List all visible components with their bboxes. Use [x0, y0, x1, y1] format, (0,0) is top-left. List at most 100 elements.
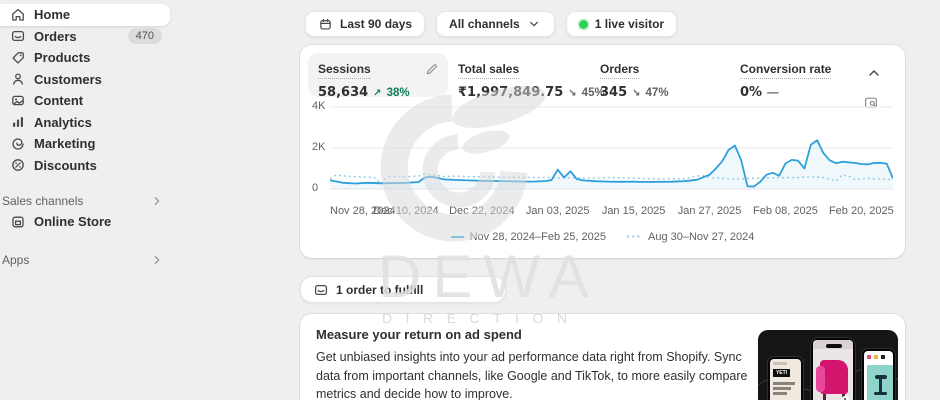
orders-to-fulfill-label: 1 order to fulfill: [336, 282, 424, 297]
analytics-icon: [10, 115, 25, 130]
metric-conversion-rate-label[interactable]: Conversion rate: [740, 62, 832, 79]
customers-icon: [10, 72, 25, 87]
sessions-line-chart[interactable]: [330, 101, 893, 197]
metric-total-sales-value: ₹1,997,849.75: [458, 85, 564, 100]
chevron-down-icon: [527, 17, 542, 32]
trend-down-icon: ↘: [568, 88, 577, 99]
metric-total-sales-label[interactable]: Total sales: [458, 62, 520, 79]
chevron-right-icon: [149, 252, 164, 267]
trend-up-icon: ↗: [373, 88, 382, 99]
ad-phone-left: YETI: [767, 356, 804, 400]
sidebar-item-label: Customers: [34, 71, 102, 87]
metric-sessions[interactable]: Sessions 58,634 ↗ 38%: [308, 53, 448, 100]
x-tick-label: Dec 10, 2024: [373, 205, 439, 217]
metric-orders-delta: 47%: [645, 87, 669, 99]
sidebar-section-apps[interactable]: Apps: [0, 250, 176, 270]
trend-down-icon: ↘: [632, 88, 641, 99]
metric-sessions-value: 58,634: [318, 85, 369, 100]
x-tick-label: Feb 08, 2025: [753, 205, 818, 217]
sidebar-section-sales-channels[interactable]: Sales channels: [0, 191, 176, 211]
metric-orders[interactable]: Orders 345 ↘ 47%: [600, 60, 669, 100]
x-tick-label: Feb 20, 2025: [828, 205, 894, 217]
orders-to-fulfill-button[interactable]: 1 order to fulfill: [300, 276, 506, 303]
sidebar-item-label: Analytics: [34, 114, 92, 130]
metric-conversion-rate[interactable]: Conversion rate 0% —: [740, 60, 832, 100]
sales-channels-label: Sales channels: [2, 194, 84, 208]
sidebar-nav: Home Orders 470 Products Customers Content Ana…: [0, 0, 176, 400]
metric-orders-value: 345: [600, 85, 628, 100]
analytics-overview-card: Sessions 58,634 ↗ 38% Total sales ₹1,997…: [300, 45, 905, 258]
sidebar-item-label: Home: [34, 7, 71, 23]
calendar-icon: [318, 17, 333, 32]
sidebar-item-analytics[interactable]: Analytics: [0, 112, 170, 134]
orders-count-badge: 470: [127, 28, 162, 45]
live-visitors-button[interactable]: 1 live visitor: [565, 11, 678, 37]
date-range-label: Last 90 days: [340, 17, 413, 31]
x-tick-label: Nov 28, 2024: [330, 205, 396, 217]
chevron-up-icon[interactable]: [866, 65, 881, 80]
sidebar-item-label: Orders: [34, 28, 77, 44]
sidebar-item-content[interactable]: Content: [0, 90, 170, 112]
live-visitors-label: 1 live visitor: [594, 17, 665, 31]
sidebar-item-discounts[interactable]: Discounts: [0, 155, 170, 177]
legend-item-dotted: ··· Aug 30–Nov 27, 2024: [625, 229, 755, 244]
sidebar-item-home[interactable]: Home: [0, 4, 170, 26]
dashboard-filters: Last 90 days All channels 1 live visitor: [305, 11, 678, 37]
y-tick-label: 2K: [312, 141, 326, 153]
ad-phone-center: ⏸: [810, 337, 856, 400]
orders-icon: [10, 29, 25, 44]
store-icon: [10, 214, 25, 229]
legend-item-solid: Nov 28, 2024–Feb 25, 2025: [450, 231, 606, 243]
ad-card-image: YETI ⏸: [758, 330, 898, 400]
legend-dotted-line-icon: ···: [625, 229, 642, 244]
home-icon: [10, 7, 25, 22]
sidebar-item-label: Online Store: [34, 214, 112, 230]
ad-phone-right: [861, 348, 896, 400]
metric-sessions-delta: 38%: [386, 87, 410, 99]
ad-pause-icon: ⏸: [841, 396, 849, 400]
sidebar-item-online-store[interactable]: Online Store: [0, 211, 170, 233]
sidebar-item-customers[interactable]: Customers: [0, 69, 170, 91]
edit-pencil-icon[interactable]: [424, 62, 439, 77]
legend-label: Nov 28, 2024–Feb 25, 2025: [469, 231, 606, 243]
metric-orders-label[interactable]: Orders: [600, 62, 640, 79]
metric-total-sales-delta: 45%: [581, 87, 605, 99]
sidebar-item-label: Content: [34, 93, 84, 109]
ad-card-title: Measure your return on ad spend: [316, 327, 522, 342]
metric-sessions-label[interactable]: Sessions: [318, 62, 371, 79]
sidebar-item-marketing[interactable]: Marketing: [0, 133, 170, 155]
ad-phone-left-logo: YETI: [773, 369, 790, 377]
x-tick-label: Jan 03, 2025: [525, 205, 590, 217]
sidebar-item-label: Products: [34, 50, 91, 66]
chevron-right-icon: [149, 194, 164, 209]
discounts-icon: [10, 158, 25, 173]
y-tick-label: 4K: [312, 100, 326, 112]
x-tick-label: Jan 27, 2025: [677, 205, 742, 217]
content-icon: [10, 93, 25, 108]
ad-card-body: Get unbiased insights into your ad perfo…: [316, 350, 748, 400]
sidebar-item-products[interactable]: Products: [0, 47, 170, 69]
ad-spend-promo-card: Measure your return on ad spend Get unbi…: [300, 314, 905, 400]
apps-label: Apps: [2, 252, 30, 267]
metric-conversion-rate-delta: —: [767, 87, 779, 99]
metric-conversion-rate-value: 0%: [740, 85, 763, 100]
channels-label: All channels: [449, 17, 520, 31]
metric-total-sales[interactable]: Total sales ₹1,997,849.75 ↘ 45%: [458, 60, 605, 100]
sidebar-item-orders[interactable]: Orders 470: [0, 26, 170, 48]
x-tick-label: Jan 15, 2025: [601, 205, 666, 217]
order-box-icon: [313, 282, 328, 297]
products-icon: [10, 50, 25, 65]
legend-label: Aug 30–Nov 27, 2024: [647, 231, 755, 243]
ad-teal-product-shape: [867, 365, 893, 400]
channels-dropdown-button[interactable]: All channels: [436, 11, 555, 37]
sidebar-item-label: Marketing: [34, 136, 96, 152]
chart-x-axis: Nov 28, 2024 Dec 10, 2024 Dec 22, 2024 Jan …: [330, 205, 894, 218]
live-dot-icon: [578, 19, 588, 29]
marketing-icon: [10, 136, 25, 151]
x-tick-label: Dec 22, 2024: [449, 205, 515, 217]
date-range-button[interactable]: Last 90 days: [305, 11, 426, 37]
legend-solid-line-icon: [450, 235, 464, 239]
sidebar-item-label: Discounts: [34, 157, 97, 173]
y-tick-label: 0: [312, 182, 319, 194]
